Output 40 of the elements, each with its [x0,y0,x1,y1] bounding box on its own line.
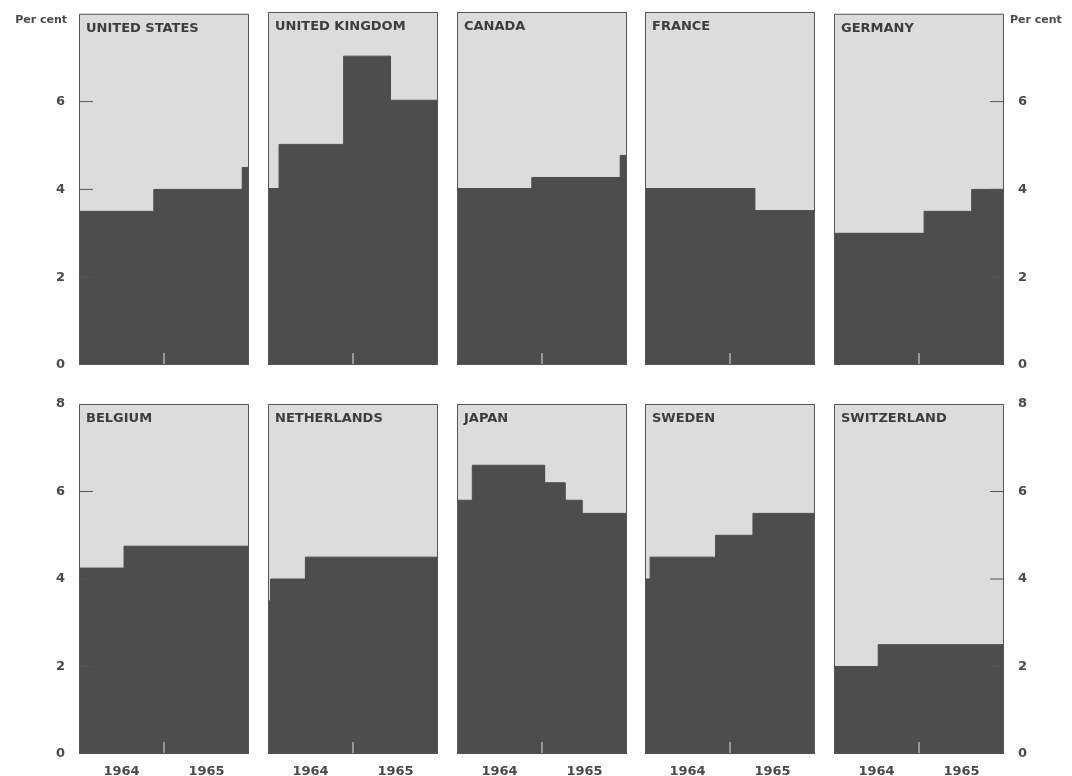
x-tick-label: 1964 [292,763,329,776]
y-tick-label: 2 [55,268,65,284]
text: GERMANY [841,19,915,35]
x-tick-label: 1964 [103,763,140,776]
y-tick-label: 6 [55,92,65,108]
text: JAPAN [463,409,509,425]
x-tick-label: 1964 [858,763,895,776]
y-tick-label: 2 [1018,268,1028,284]
y-tick-label: 4 [1018,180,1028,196]
text: UNITED STATES [86,19,199,35]
y-tick-label: 6 [1018,92,1028,108]
x-tick-label: 1964 [481,763,518,776]
y-tick-label: 4 [55,180,65,196]
y-tick-label: 2 [1018,657,1028,673]
x-tick-label: 1964 [669,763,706,776]
text: SWITZERLAND [841,409,947,425]
chart-title: FRANCE [652,17,711,33]
text: BELGIUM [86,409,153,425]
x-tick-label: 1965 [377,763,414,776]
y-tick-label: 6 [55,482,65,498]
x-tick-label: 1965 [188,763,225,776]
y-tick-label: 0 [55,745,65,761]
y-tick-label: 8 [1018,395,1028,411]
y-tick-label: 8 [55,395,65,411]
chart-title: UNITED KINGDOM [275,17,406,33]
y-tick-label: 2 [55,657,65,673]
x-tick-label: 1965 [943,763,980,776]
y-tick-label: 0 [1018,356,1028,372]
y-tick-label: 6 [1018,482,1028,498]
y-axis-title: Per cent [1010,12,1062,26]
y-tick-label: 0 [1018,745,1028,761]
text: SWEDEN [652,409,716,425]
chart-title: CANADA [464,17,526,33]
x-tick-label: 1965 [754,763,791,776]
y-tick-label: 0 [55,356,65,372]
y-tick-label: 4 [55,570,65,586]
y-tick-label: 4 [1018,570,1028,586]
x-tick-label: 1965 [566,763,603,776]
text: NETHERLANDS [275,409,383,425]
y-axis-title: Per cent [15,12,67,26]
